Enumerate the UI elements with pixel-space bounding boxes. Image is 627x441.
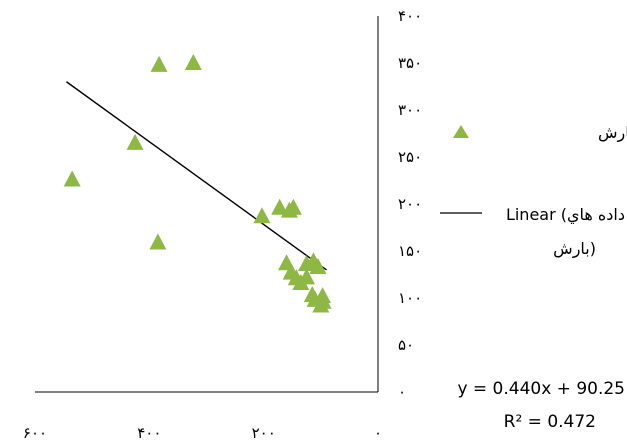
data-point (63, 170, 81, 187)
y-tick-label: ۳۵۰ (398, 54, 422, 72)
trendline-equation: y = 0.440x + 90.25 (457, 379, 625, 399)
trendline (66, 81, 327, 271)
y-tick-label: ۳۰۰ (398, 101, 422, 119)
x-tick-label: ۲۰۰ (252, 424, 276, 441)
legend: داده هاي بارش Linear (داده هاي بارش) (440, 123, 627, 259)
legend-series-marker (453, 125, 469, 138)
x-tick-label: ۴۰۰ (137, 424, 161, 441)
y-tick-label: ۲۰۰ (398, 195, 422, 213)
y-tick-label: ۴۰۰ (398, 7, 422, 25)
axis-ticks: ۰ ۵۰ ۱۰۰ ۱۵۰ ۲۰۰ ۲۵۰ ۳۰۰ ۳۵۰ ۴۰۰ ۰ ۲۰۰ ۴۰۰ ۶۰۰ (23, 7, 422, 441)
data-point (298, 268, 316, 285)
data-point (126, 133, 144, 150)
data-point (314, 292, 332, 309)
data-point (284, 198, 302, 215)
data-point (309, 257, 327, 274)
data-point (149, 233, 167, 250)
x-tick-label: ۰ (374, 424, 382, 441)
scatter-points (63, 54, 332, 313)
y-tick-label: ۱۵۰ (398, 242, 422, 260)
data-point (150, 55, 168, 72)
y-tick-label: ۱۰۰ (398, 289, 422, 307)
legend-series-label: داده هاي بارش (598, 123, 627, 143)
data-point (271, 198, 289, 215)
trendline-r-squared: R² = 0.472 (504, 412, 596, 432)
y-tick-label: ۰ (398, 383, 406, 401)
y-tick-label: ۵۰ (398, 336, 414, 354)
legend-trendline-label-line2: بارش) (553, 239, 596, 259)
y-tick-label: ۲۵۰ (398, 148, 422, 166)
data-point (253, 207, 271, 224)
data-point (184, 54, 202, 70)
x-tick-label: ۶۰۰ (23, 424, 47, 441)
legend-trendline-label-line1: Linear (داده هاي (506, 205, 625, 225)
